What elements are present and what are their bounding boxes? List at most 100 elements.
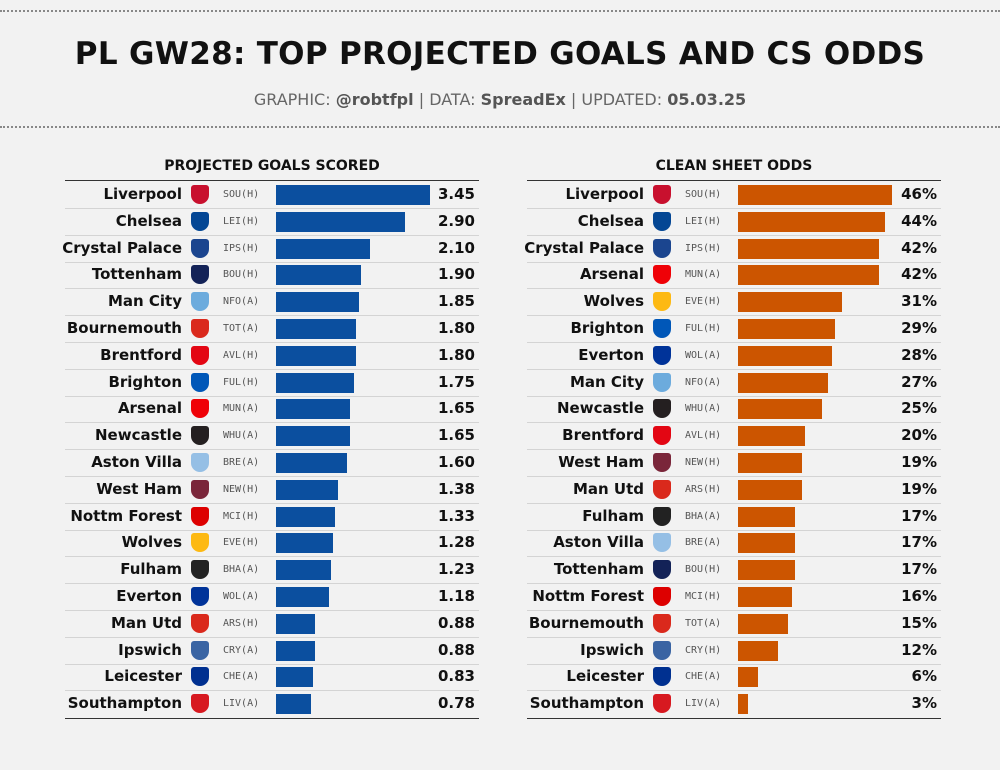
- table-row: Aston Villa BRE(A) 1.60: [65, 449, 479, 477]
- table-row: Crystal Palace IPS(H) 2.10: [62, 235, 479, 263]
- value-label: 46%: [901, 185, 937, 203]
- team-label: Wolves: [121, 533, 182, 552]
- table-row: Tottenham BOU(H) 1.90: [65, 261, 479, 290]
- bar: [738, 506, 795, 527]
- graphic-credit: @robtfpl: [335, 90, 414, 109]
- table-row: West Ham NEW(H) 19%: [527, 449, 941, 477]
- team-label: Man Utd: [572, 479, 644, 498]
- value-label: 0.83: [437, 667, 475, 686]
- table-row: Tottenham BOU(H) 17%: [527, 556, 941, 585]
- value-label: 6%: [911, 667, 937, 686]
- table-row: Liverpool SOU(H) 46%: [527, 181, 941, 209]
- value-label: 19%: [901, 479, 937, 498]
- table-row: Chelsea LEI(H) 2.90: [65, 208, 479, 236]
- value-label: 16%: [901, 587, 937, 605]
- opponent-label: BRE(A): [685, 537, 722, 549]
- table-row: Bournemouth TOT(A) 15%: [527, 610, 941, 638]
- opponent-label: WHU(A): [223, 430, 260, 442]
- bar: [738, 640, 779, 661]
- bar: [276, 587, 329, 607]
- cockerel-icon: [653, 560, 671, 580]
- team-label: Aston Villa: [91, 453, 182, 471]
- opponent-label: ARS(H): [685, 483, 722, 495]
- team-label: Newcastle: [556, 399, 644, 418]
- opponent-label: WOL(A): [685, 349, 722, 361]
- opponent-label: LEI(H): [223, 215, 260, 227]
- opponent-label: CHE(A): [685, 671, 722, 683]
- team-label: Tottenham: [91, 265, 182, 284]
- bar: [738, 479, 802, 500]
- opponent-label: MCI(H): [685, 591, 722, 602]
- seagull-icon: [191, 372, 209, 392]
- value-label: 0.78: [437, 694, 475, 713]
- horse-icon: [653, 640, 671, 660]
- lion-icon: [653, 211, 671, 231]
- team-label: Liverpool: [565, 185, 644, 203]
- tower-icon: [191, 587, 209, 606]
- table-row: Southampton LIV(A) 3%: [527, 690, 941, 717]
- table-row: Nottm Forest MCI(H) 16%: [527, 583, 941, 611]
- opponent-label: EVE(H): [223, 537, 260, 549]
- value-label: 25%: [901, 399, 937, 418]
- team-label: Arsenal: [117, 399, 182, 418]
- bee-icon: [653, 426, 671, 446]
- table-row: Wolves EVE(H) 31%: [527, 288, 941, 317]
- bar: [738, 560, 795, 581]
- magpie-icon: [653, 399, 671, 419]
- table-row: Fulham BHA(A) 17%: [527, 503, 941, 531]
- opponent-label: BHA(A): [685, 510, 722, 522]
- value-label: 1.28: [437, 533, 475, 552]
- value-label: 29%: [901, 319, 937, 337]
- team-label: Bournemouth: [66, 319, 182, 337]
- value-label: 44%: [901, 211, 937, 230]
- bar: [276, 506, 336, 527]
- table-row: Man City NFO(A) 1.85: [65, 288, 479, 317]
- table-row: Chelsea LEI(H) 44%: [527, 208, 941, 236]
- opponent-label: LIV(A): [223, 698, 260, 710]
- tree-icon: [191, 506, 209, 526]
- table-row: Aston Villa BRE(A) 17%: [527, 529, 941, 558]
- team-label: West Ham: [558, 453, 644, 471]
- opponent-label: IPS(H): [223, 242, 260, 254]
- value-label: 0.88: [437, 640, 475, 659]
- table-row: Everton WOL(A) 1.18: [65, 583, 479, 611]
- bar: [276, 479, 338, 500]
- value-label: 1.85: [437, 292, 475, 311]
- saint-icon: [653, 694, 671, 714]
- opponent-label: LEI(H): [685, 215, 722, 227]
- value-label: 1.90: [437, 265, 475, 284]
- team-label: Everton: [578, 345, 644, 364]
- table-row: Brighton FUL(H) 29%: [527, 315, 941, 343]
- opponent-label: NFO(A): [223, 296, 260, 308]
- table-row: Everton WOL(A) 28%: [527, 342, 941, 370]
- tree-icon: [653, 587, 671, 606]
- bar: [276, 211, 406, 232]
- team-label: Leicester: [566, 667, 644, 686]
- team-label: Arsenal: [579, 265, 644, 284]
- eagle-shield-icon: [653, 372, 671, 392]
- bar: [738, 587, 792, 607]
- table-row: Leicester CHE(A) 6%: [527, 663, 941, 692]
- opponent-label: AVL(H): [223, 349, 260, 361]
- table-row: Brentford AVL(H) 1.80: [65, 342, 479, 370]
- cherry-icon: [653, 613, 671, 633]
- team-label: Everton: [116, 587, 182, 605]
- value-label: 17%: [901, 560, 937, 579]
- bar: [276, 399, 350, 420]
- team-label: Chelsea: [115, 211, 182, 230]
- bar: [738, 399, 822, 420]
- table-row: West Ham NEW(H) 1.38: [65, 476, 479, 504]
- seagull-icon: [653, 319, 671, 338]
- bar: [276, 560, 331, 581]
- value-label: 3.45: [437, 185, 475, 203]
- updated-date: 05.03.25: [667, 90, 747, 109]
- bar: [276, 640, 316, 661]
- table-row: Bournemouth TOT(A) 1.80: [65, 315, 479, 343]
- team-label: Crystal Palace: [524, 238, 644, 257]
- value-label: 1.18: [437, 587, 475, 605]
- bar: [276, 533, 334, 554]
- clean-sheet-chart: CLEAN SHEET ODDS Liverpool SOU(H) 46% Chels…: [524, 150, 941, 730]
- team-label: Man Utd: [110, 613, 182, 632]
- team-label: Brentford: [100, 345, 182, 364]
- bottom-rule: [65, 718, 479, 719]
